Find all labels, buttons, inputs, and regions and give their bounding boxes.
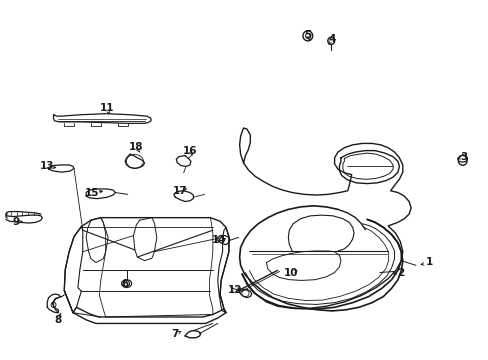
Text: 9: 9 <box>13 217 20 227</box>
Text: 14: 14 <box>211 235 226 245</box>
Text: 5: 5 <box>304 30 311 40</box>
Text: 2: 2 <box>396 267 403 278</box>
Text: 12: 12 <box>227 285 242 296</box>
Text: 8: 8 <box>55 315 62 325</box>
Text: 7: 7 <box>171 329 179 339</box>
Text: 11: 11 <box>100 103 114 113</box>
Text: 16: 16 <box>183 145 197 156</box>
Text: 18: 18 <box>129 142 143 152</box>
Text: 3: 3 <box>459 152 467 162</box>
Text: 10: 10 <box>283 267 297 278</box>
Text: 15: 15 <box>85 188 100 198</box>
Text: 17: 17 <box>173 186 187 196</box>
Text: 13: 13 <box>40 161 54 171</box>
Text: 1: 1 <box>425 257 432 267</box>
Text: 4: 4 <box>328 35 335 44</box>
Text: 6: 6 <box>122 279 128 289</box>
